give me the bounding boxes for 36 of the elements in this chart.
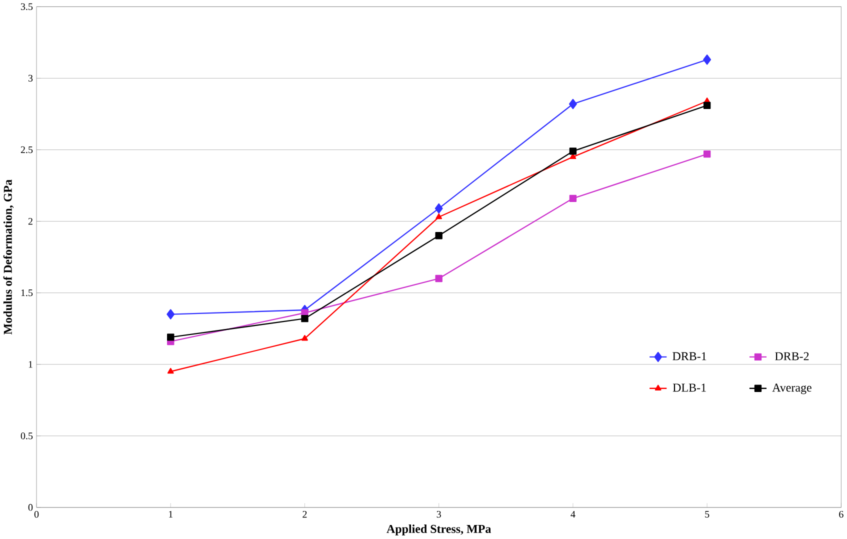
point (436, 214, 442, 220)
point (703, 150, 711, 158)
legend-label: Average (772, 384, 812, 394)
point (569, 194, 577, 202)
point (435, 275, 442, 282)
point (166, 309, 175, 320)
point (167, 368, 174, 374)
y-tick-label: 3.5 (20, 3, 33, 10)
y-tick-label: 2 (28, 218, 32, 225)
y-tick-label: 0 (28, 504, 33, 511)
y-tick-label: 1 (28, 361, 32, 368)
point (302, 335, 308, 341)
point (703, 54, 712, 65)
x-tick-label: 2 (302, 511, 307, 518)
x-axis-title: Applied Stress, MPa (386, 524, 492, 536)
point (167, 334, 174, 341)
y-tick-label: 2.5 (20, 146, 33, 154)
point (569, 148, 577, 155)
point (568, 99, 577, 110)
legend-label: DRB-2 (775, 352, 809, 360)
y-tick-label: 3 (28, 74, 33, 82)
y-axis-title: Modulus of Deformation, GPa (3, 180, 14, 335)
point (703, 102, 711, 110)
x-tick-label: 6 (839, 511, 844, 518)
x-tick-label: 0 (34, 511, 39, 518)
x-tick-label: 1 (169, 511, 173, 518)
point (434, 203, 443, 214)
legend-label: DRB-1 (672, 352, 706, 360)
x-tick-label: 5 (705, 511, 710, 518)
x-tick-label: 3 (436, 511, 441, 518)
point (435, 232, 442, 240)
legend-label: DLB-1 (672, 384, 706, 392)
y-tick-label: 0.5 (20, 432, 33, 440)
x-tick-label: 4 (570, 511, 576, 518)
point (301, 315, 308, 322)
y-tick-label: 1.5 (21, 290, 33, 296)
